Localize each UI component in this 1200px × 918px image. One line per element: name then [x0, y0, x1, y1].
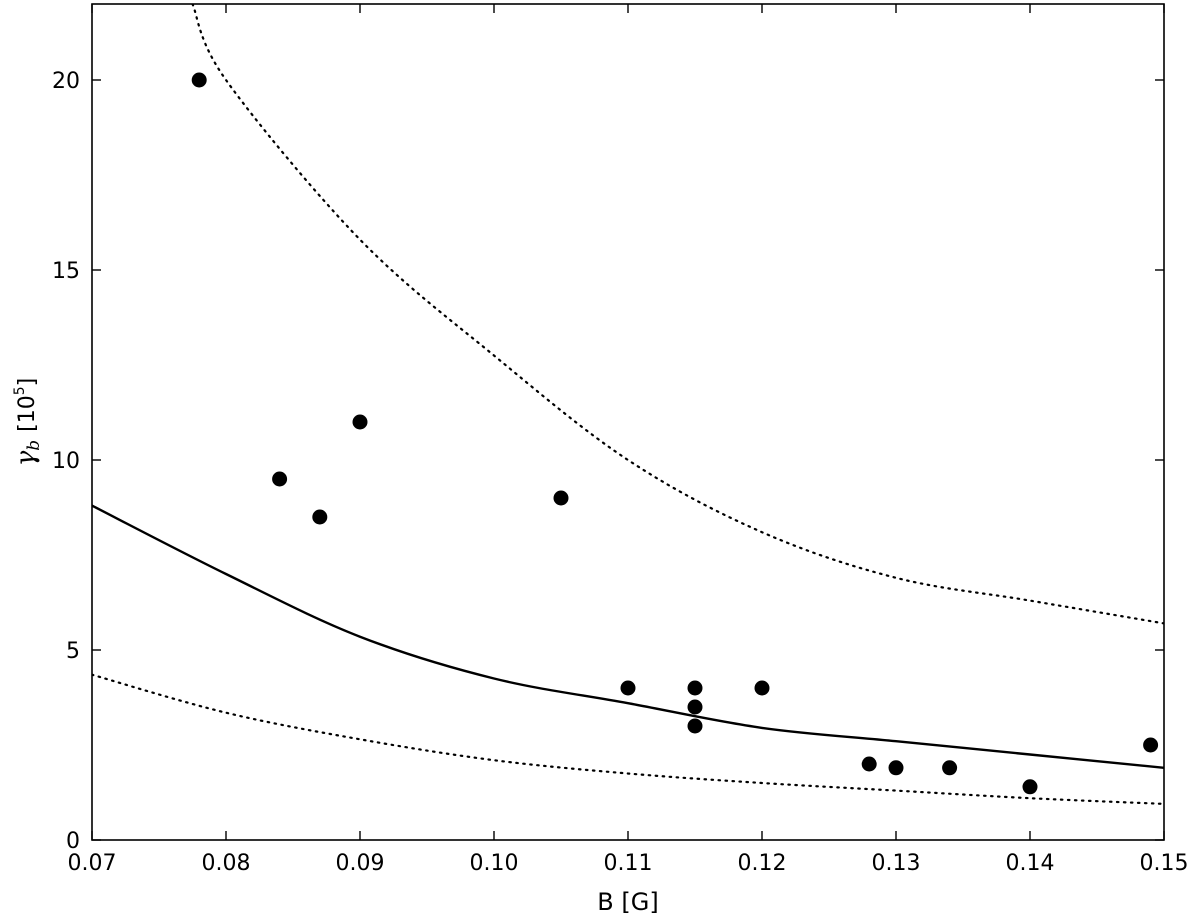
data-point [942, 760, 958, 776]
data-point [620, 680, 636, 696]
model-curve-solid [92, 504, 1164, 769]
data-point [553, 490, 569, 506]
y-axis-label: γb [105] [11, 378, 44, 467]
x-tick-label: 0.11 [604, 851, 653, 876]
y-axis-subscript: b [24, 440, 44, 451]
data-point [272, 471, 288, 487]
y-tick-label: 0 [66, 829, 80, 854]
x-tick-label: 0.14 [1006, 851, 1055, 876]
data-point [687, 699, 703, 715]
y-axis-unit-close: ] [15, 378, 40, 387]
data-point [312, 509, 328, 525]
y-axis-unit-open: [10 [15, 395, 40, 432]
data-points [191, 72, 1159, 795]
data-point [754, 680, 770, 696]
data-point [1143, 737, 1159, 753]
y-axis-symbol: γ [11, 450, 41, 466]
x-tick-label: 0.12 [738, 851, 787, 876]
model-curves [92, 4, 1164, 805]
tick-labels: 0.07 0.08 0.09 0.10 0.11 0.12 0.13 0.14 0.15 0 5 10… [52, 69, 1188, 876]
data-point [687, 680, 703, 696]
x-tick-label: 0.09 [336, 851, 385, 876]
data-point [191, 72, 207, 88]
y-tick-label: 15 [52, 259, 80, 284]
data-point [888, 760, 904, 776]
x-axis-label: B [G] [597, 888, 658, 916]
x-tick-label: 0.10 [470, 851, 519, 876]
plot-frame [91, 3, 1165, 841]
x-tick-label: 0.07 [68, 851, 117, 876]
model-curve-dotted-2 [92, 673, 1164, 805]
x-tick-label: 0.08 [202, 851, 251, 876]
y-tick-label: 10 [52, 449, 80, 474]
data-point [352, 414, 368, 430]
data-point [861, 756, 877, 772]
data-point [687, 718, 703, 734]
y-axis-unit-exponent: 5 [12, 386, 28, 395]
model-curve-dotted-1 [191, 4, 1164, 625]
x-tick-label: 0.13 [872, 851, 921, 876]
y-tick-label: 5 [66, 639, 80, 664]
axis-ticks [91, 4, 1165, 841]
data-point [1022, 779, 1038, 795]
x-tick-label: 0.15 [1140, 851, 1189, 876]
y-tick-label: 20 [52, 69, 80, 94]
